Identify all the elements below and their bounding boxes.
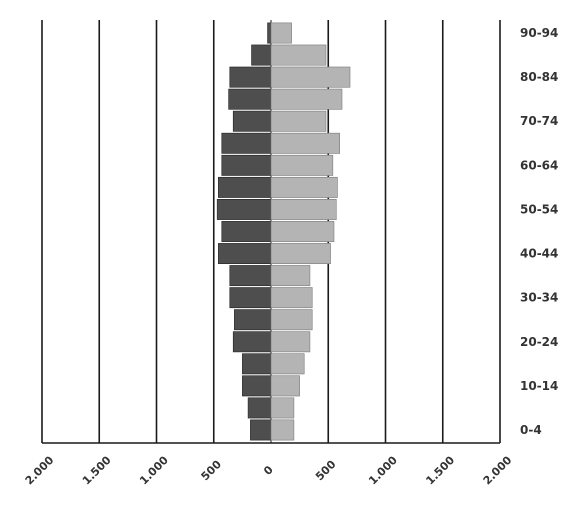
bar-left-25-29	[234, 309, 272, 331]
x-tick-label: 1.000	[137, 453, 171, 487]
bar-right-40-44	[270, 243, 331, 264]
category-label: 90-94	[520, 26, 558, 40]
category-label: 0-4	[520, 423, 542, 437]
bar-right-50-54	[270, 199, 337, 220]
x-tick-label: 0	[261, 463, 276, 478]
bar-right-20-24	[270, 331, 311, 353]
bar-left-15-19	[242, 353, 272, 375]
bar-left-85-89	[251, 44, 272, 66]
bar-left-30-34	[229, 287, 272, 309]
category-label: 10-14	[520, 379, 558, 393]
bar-left-45-49	[221, 221, 272, 242]
bar-right-45-49	[270, 221, 335, 242]
bar-left-20-24	[232, 331, 272, 353]
bar-right-80-84	[270, 66, 351, 88]
bar-left-10-14	[242, 375, 272, 397]
category-label: 40-44	[520, 247, 558, 261]
bar-left-55-59	[218, 176, 272, 198]
bar-left-40-44	[218, 243, 272, 264]
x-tick-label: 1.500	[80, 453, 114, 487]
bar-left-50-54	[216, 199, 272, 220]
bar-right-75-79	[270, 88, 343, 110]
category-label: 30-34	[520, 291, 558, 305]
bar-right-70-74	[270, 110, 327, 132]
bar-right-30-34	[270, 287, 313, 309]
bar-right-60-64	[270, 154, 334, 176]
bar-left-80-84	[229, 66, 272, 88]
bar-right-5-9	[270, 397, 295, 419]
bar-left-90-94	[267, 22, 272, 44]
bar-left-0-4	[250, 419, 272, 441]
bar-right-15-19	[270, 353, 305, 375]
bar-left-60-64	[221, 154, 272, 176]
bars-layer	[216, 22, 351, 441]
x-tick-label: 2.000	[481, 453, 515, 487]
bar-left-65-69	[221, 132, 272, 154]
category-label: 70-74	[520, 114, 558, 128]
x-tick-label: 1.500	[423, 453, 457, 487]
x-tick-label: 500	[199, 458, 225, 484]
bar-left-35-39	[229, 265, 272, 287]
bar-right-25-29	[270, 309, 313, 331]
bar-left-5-9	[247, 397, 272, 419]
bar-right-85-89	[270, 44, 327, 66]
bar-left-75-79	[228, 88, 272, 110]
category-label: 80-84	[520, 70, 558, 84]
bar-right-0-4	[270, 419, 295, 441]
x-tick-label: 2.000	[23, 453, 57, 487]
x-tick-label: 1.000	[366, 453, 400, 487]
bar-left-70-74	[232, 110, 272, 132]
bar-right-65-69	[270, 132, 340, 154]
bar-right-55-59	[270, 176, 338, 198]
bar-right-35-39	[270, 265, 311, 287]
category-label: 50-54	[520, 202, 558, 216]
x-tick-label: 500	[313, 458, 339, 484]
category-label: 60-64	[520, 158, 558, 172]
category-label: 20-24	[520, 335, 558, 349]
bar-right-90-94	[270, 22, 292, 44]
bar-right-10-14	[270, 375, 300, 397]
